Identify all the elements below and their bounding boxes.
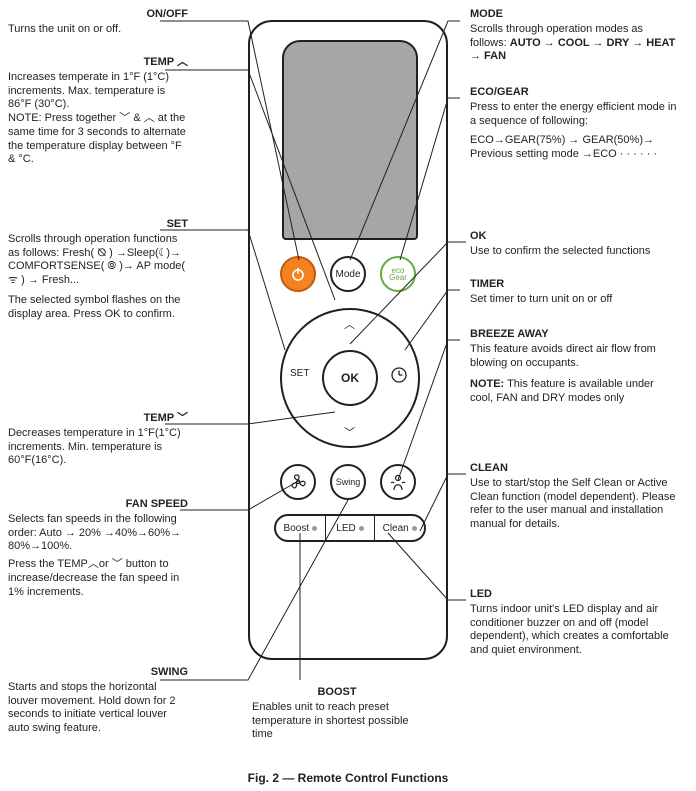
led-body: Turns indoor unit's LED display and air … (470, 603, 680, 658)
remote-screen (282, 40, 418, 240)
boost-button[interactable]: Boost (276, 516, 326, 540)
callout-eco: ECO/GEAR Press to enter the energy effic… (470, 86, 680, 162)
set-body2: The selected symbol flashes on the displ… (8, 294, 188, 322)
eco-gear-button[interactable]: eco Gear (380, 256, 416, 292)
temp-down-body: Decreases temperature in 1°F(1°C) increm… (8, 427, 188, 468)
ok-body: Use to confirm the selected functions (470, 245, 670, 259)
swing-body: Starts and stops the horizontal louver m… (8, 681, 188, 736)
callout-mode: MODE Scrolls through operation modes as … (470, 8, 680, 64)
breeze-note-label: NOTE: (470, 378, 504, 390)
eco-title: ECO/GEAR (470, 86, 680, 100)
onoff-title: ON/OFF (8, 8, 188, 22)
figure-caption: Fig. 2 — Remote Control Functions (0, 771, 696, 785)
callout-led: LED Turns indoor unit's LED display and … (470, 588, 680, 658)
timer-icon[interactable] (390, 366, 408, 387)
callout-ok: OK Use to confirm the selected functions (470, 230, 670, 259)
swing-title: SWING (8, 666, 188, 680)
onoff-body: Turns the unit on or off. (8, 23, 188, 37)
fan-icon (288, 472, 308, 492)
callout-temp-down: TEMP ﹀ Decreases temperature in 1°F(1°C)… (8, 412, 188, 468)
fan-body: Selects fan speeds in the following orde… (8, 513, 188, 554)
breeze-away-button[interactable] (380, 464, 416, 500)
temp-up-chevron[interactable]: ︿ (344, 316, 355, 332)
callout-onoff: ON/OFF Turns the unit on or off. (8, 8, 188, 37)
breeze-body: This feature avoids direct air flow from… (470, 343, 680, 371)
callout-set: SET Scrolls through operation functions … (8, 218, 188, 321)
ok-title: OK (470, 230, 670, 244)
power-button[interactable] (280, 256, 316, 292)
breeze-title: BREEZE AWAY (470, 328, 680, 342)
temp-down-title: TEMP ﹀ (8, 412, 188, 426)
breeze-note-wrap: NOTE: This feature is available under co… (470, 378, 680, 406)
temp-up-body: Increases temperate in 1°F (1°C) increme… (8, 71, 188, 167)
temp-down-chevron[interactable]: ﹀ (344, 424, 355, 440)
fan-body2: Press the TEMP︿or ﹀ button to increase/d… (8, 558, 188, 599)
breeze-icon (388, 472, 408, 492)
callout-boost: BOOST Enables unit to reach preset tempe… (252, 686, 422, 742)
callout-fan: FAN SPEED Selects fan speeds in the foll… (8, 498, 188, 599)
boost-title: BOOST (252, 686, 422, 700)
callout-timer: TIMER Set timer to turn unit on or off (470, 278, 670, 307)
fan-speed-button[interactable] (280, 464, 316, 500)
led-title: LED (470, 588, 680, 602)
callout-temp-up: TEMP ︿ Increases temperate in 1°F (1°C) … (8, 56, 188, 167)
top-button-row: Mode eco Gear (250, 256, 446, 292)
callout-swing: SWING Starts and stops the horizontal lo… (8, 666, 188, 736)
clean-body: Use to start/stop the Self Clean or Acti… (470, 477, 680, 532)
mode-button[interactable]: Mode (330, 256, 366, 292)
timer-title: TIMER (470, 278, 670, 292)
fan-title: FAN SPEED (8, 498, 188, 512)
led-button[interactable]: LED (326, 516, 376, 540)
eco-label-bottom: Gear (389, 274, 407, 281)
clean-button[interactable]: Clean (375, 516, 424, 540)
swing-button[interactable]: Swing (330, 464, 366, 500)
boost-body: Enables unit to reach preset temperature… (252, 701, 422, 742)
dpad-ring[interactable]: ︿ ﹀ SET OK (280, 308, 420, 448)
mode-body: Scrolls through operation modes as follo… (470, 23, 680, 64)
eco-body: Press to enter the energy efficient mode… (470, 101, 680, 129)
timer-body: Set timer to turn unit on or off (470, 293, 670, 307)
set-title: SET (8, 218, 188, 232)
temp-up-title: TEMP ︿ (8, 56, 188, 70)
mode-title: MODE (470, 8, 680, 22)
ok-button[interactable]: OK (322, 350, 378, 406)
eco-body2: ECO→GEAR(75%) → GEAR(50%)→ Previous sett… (470, 134, 680, 162)
mid-button-row: Swing (250, 464, 446, 500)
callout-clean: CLEAN Use to start/stop the Self Clean o… (470, 462, 680, 532)
power-icon (290, 266, 306, 282)
pill-button-row: Boost LED Clean (274, 514, 426, 542)
remote-body: Mode eco Gear ︿ ﹀ SET OK (248, 20, 448, 660)
set-body: Scrolls through operation functions as f… (8, 233, 188, 288)
callout-breeze: BREEZE AWAY This feature avoids direct a… (470, 328, 680, 406)
set-label[interactable]: SET (290, 368, 309, 379)
clean-title: CLEAN (470, 462, 680, 476)
